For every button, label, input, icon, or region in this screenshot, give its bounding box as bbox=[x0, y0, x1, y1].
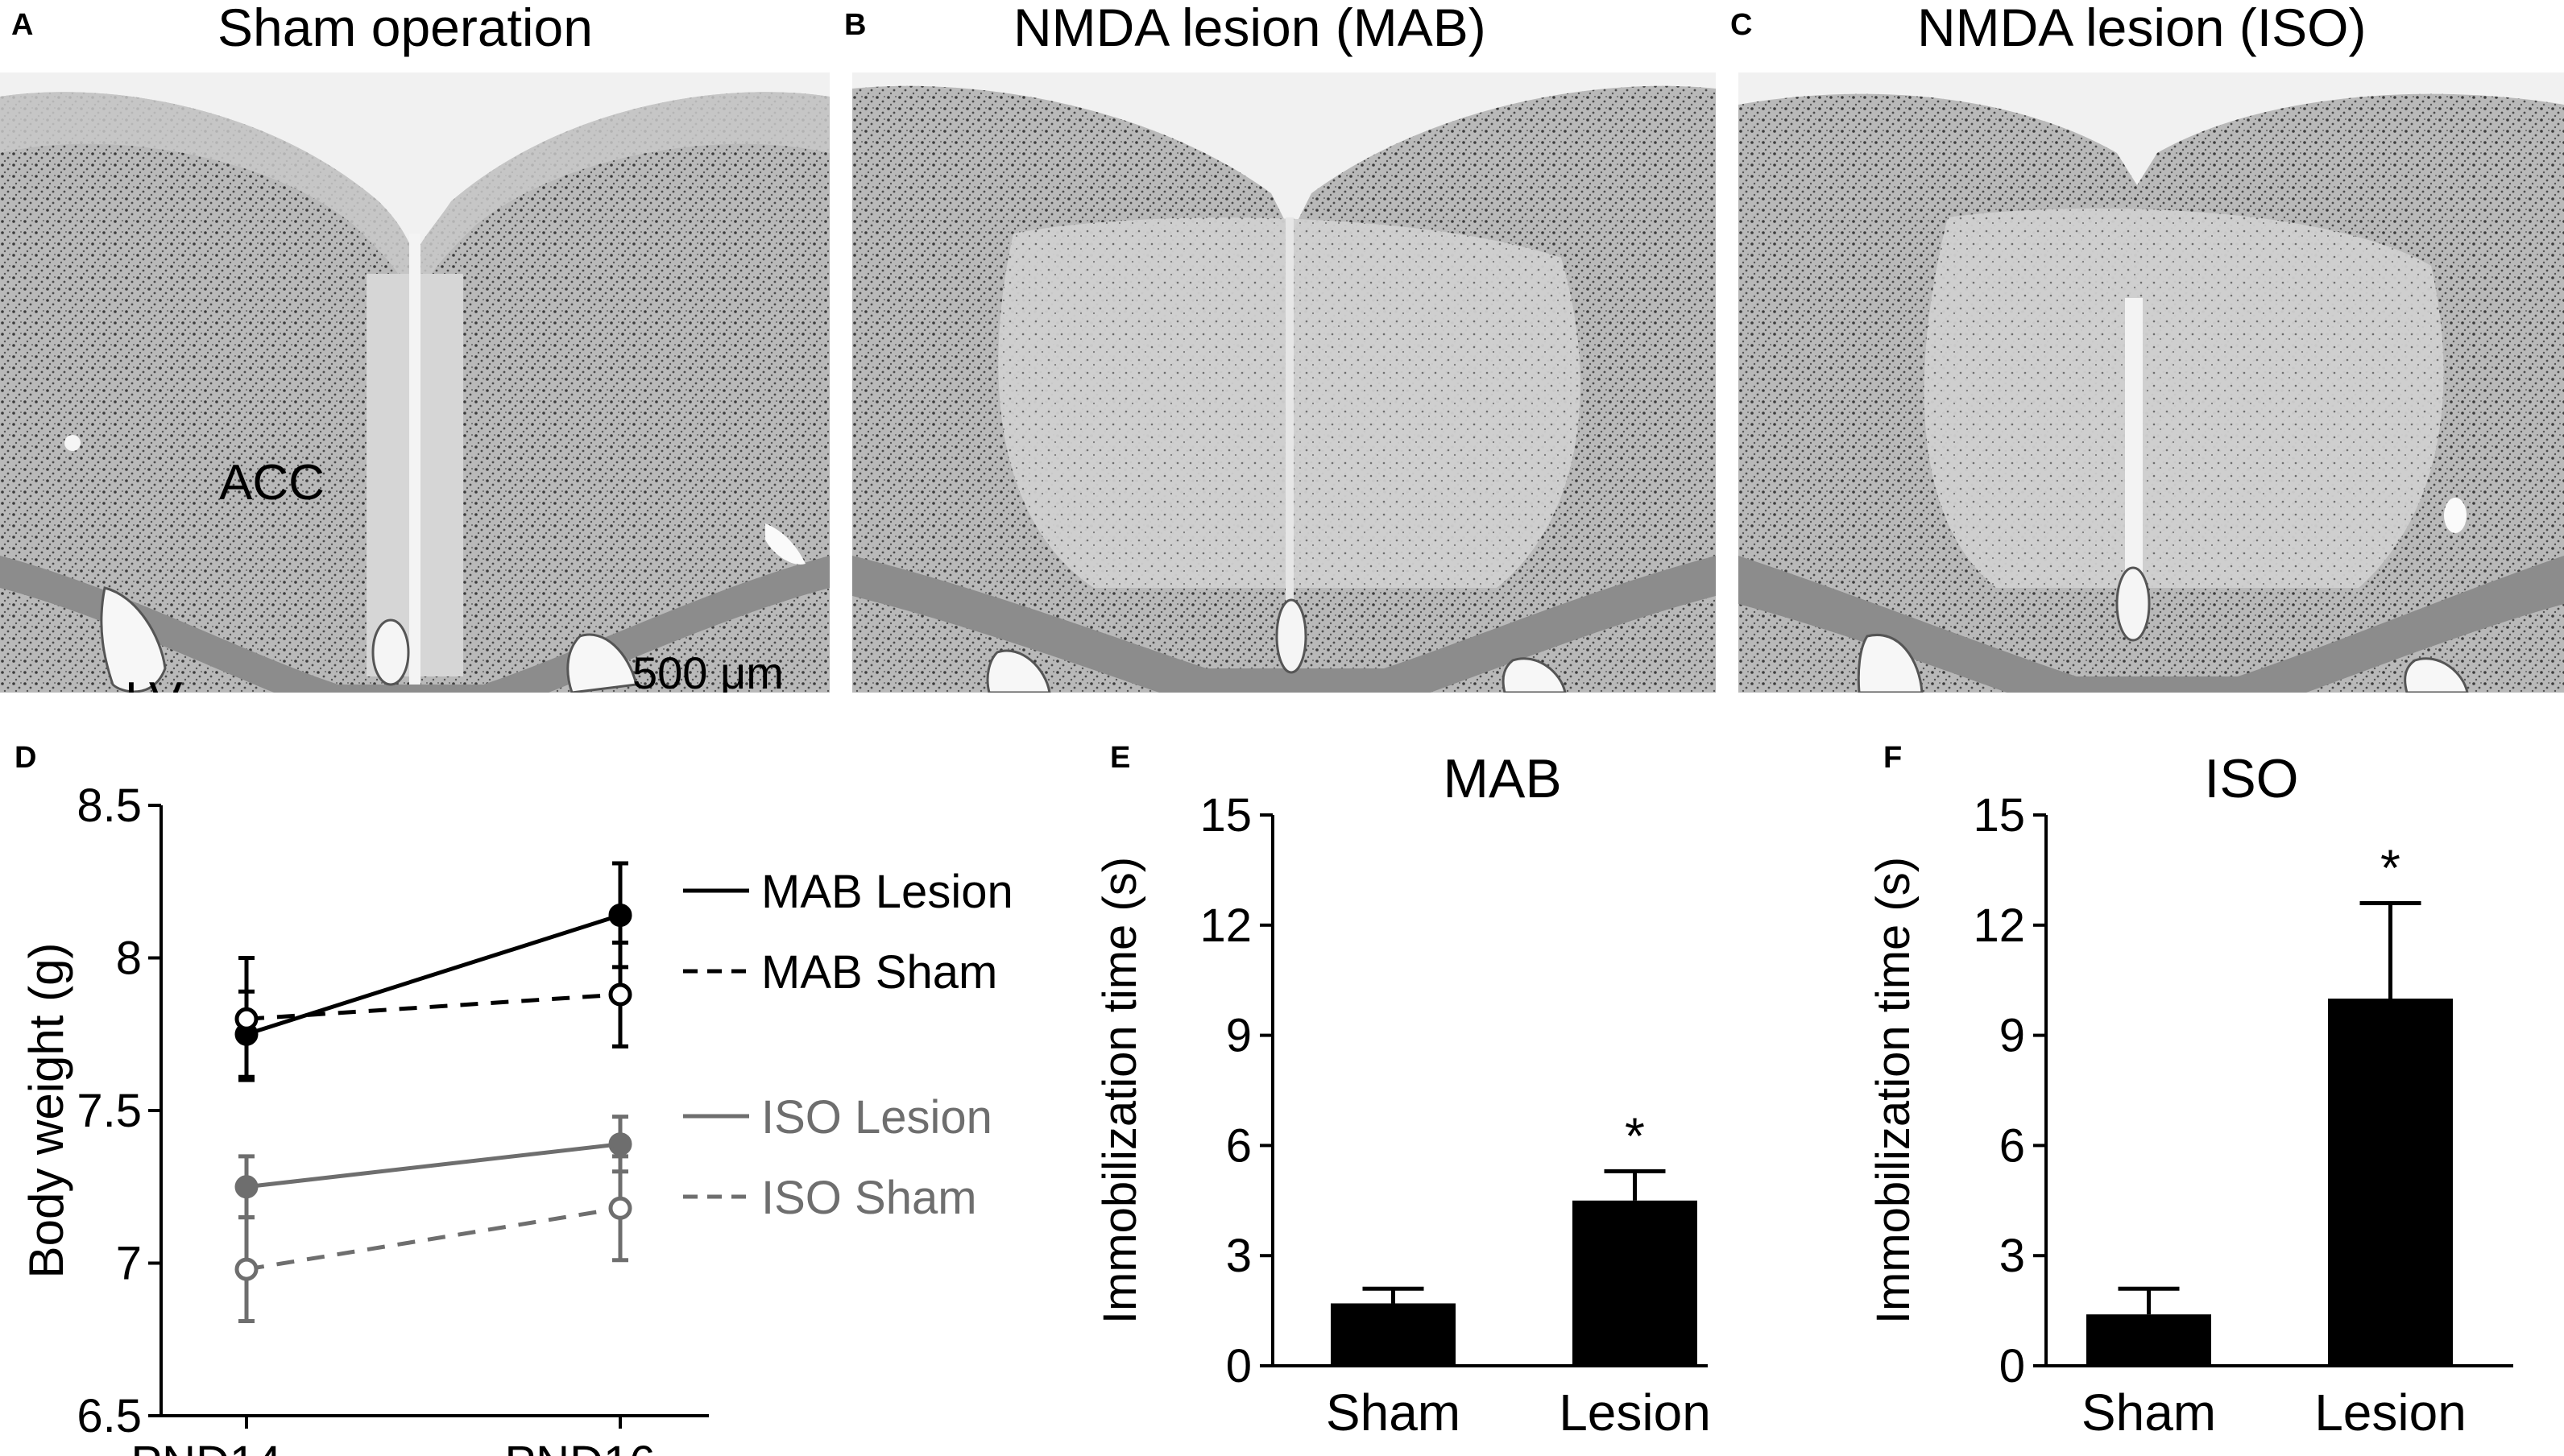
series-iso-lesion: ISO Lesion bbox=[234, 1091, 992, 1220]
label-lv: LV bbox=[125, 672, 183, 693]
bar-lesion bbox=[2328, 999, 2453, 1366]
x-tick-label: Lesion bbox=[1559, 1384, 1711, 1442]
micrograph-a: ACC LV cc 500 μm bbox=[0, 72, 830, 693]
data-point bbox=[608, 903, 632, 927]
bar-lesion bbox=[1572, 1200, 1697, 1366]
y-tick-label: 8 bbox=[116, 933, 142, 985]
x-tick-label: Sham bbox=[2081, 1384, 2216, 1442]
micrograph-b bbox=[852, 72, 1716, 693]
micrograph-c bbox=[1738, 72, 2564, 693]
panel-letter-a: A bbox=[11, 8, 34, 42]
chart-immobilization-mab: 0 3 6 9 12 15 MAB Immobilization time (s) Sham Le… bbox=[1094, 748, 1711, 1442]
y-tick-label: 6.5 bbox=[77, 1390, 142, 1442]
y-axis-label: Body weight (g) bbox=[19, 943, 73, 1279]
y-tick-label: 15 bbox=[1973, 789, 2025, 842]
panel-letter-f: F bbox=[1883, 741, 1903, 775]
series-mab-sham: MAB Sham bbox=[234, 941, 997, 1082]
chart-title: ISO bbox=[2204, 748, 2298, 809]
panel-letter-e: E bbox=[1110, 741, 1131, 775]
series-line bbox=[246, 1206, 621, 1272]
chart-body-weight: 6.5 7 7.5 8 8.5 PND14 PND16 Body weight (g) MAB … bbox=[19, 780, 1013, 1456]
panel-title-c: NMDA lesion (ISO) bbox=[1917, 0, 2367, 57]
x-tick-label: Sham bbox=[1326, 1384, 1460, 1442]
y-tick-label: 7 bbox=[116, 1238, 142, 1290]
panel-title-b: NMDA lesion (MAB) bbox=[1013, 0, 1486, 57]
label-cc: cc bbox=[338, 685, 385, 693]
y-tick-label: 15 bbox=[1199, 789, 1252, 842]
y-tick-label: 9 bbox=[1226, 1010, 1252, 1062]
bar-sham bbox=[1331, 1303, 1456, 1366]
y-axis-label: Immobilization time (s) bbox=[1094, 857, 1146, 1324]
legend-label: ISO Lesion bbox=[761, 1091, 992, 1144]
chart-immobilization-iso: 0 3 6 9 12 15 ISO Immobilization time (s) Sham Le… bbox=[1867, 748, 2513, 1442]
data-point bbox=[234, 1175, 259, 1199]
data-point bbox=[234, 1007, 259, 1031]
panel-title-a: Sham operation bbox=[217, 0, 593, 57]
chart-title: MAB bbox=[1443, 748, 1561, 809]
y-tick-label: 12 bbox=[1973, 900, 2025, 952]
y-tick-label: 6 bbox=[1226, 1119, 1252, 1172]
data-point bbox=[608, 1196, 632, 1220]
panel-letter-c: C bbox=[1730, 8, 1753, 42]
significance-marker: * bbox=[1625, 1106, 1645, 1164]
series-line bbox=[246, 1142, 621, 1189]
y-tick-label: 12 bbox=[1199, 900, 1252, 952]
y-tick-label: 9 bbox=[1999, 1010, 2025, 1062]
label-acc: ACC bbox=[219, 455, 325, 511]
panel-letter-d: D bbox=[14, 741, 37, 775]
series-iso-sham: ISO Sham bbox=[234, 1154, 977, 1324]
data-point bbox=[608, 982, 632, 1007]
bar-sham bbox=[2086, 1314, 2211, 1366]
y-tick-label: 3 bbox=[1226, 1230, 1252, 1282]
data-point bbox=[234, 1257, 259, 1281]
y-tick-label: 8.5 bbox=[77, 780, 142, 832]
data-point bbox=[608, 1132, 632, 1156]
legend-label: MAB Lesion bbox=[761, 866, 1013, 918]
y-tick-label: 0 bbox=[1226, 1340, 1252, 1392]
x-tick-label: PND14 bbox=[131, 1437, 282, 1456]
y-tick-label: 0 bbox=[1999, 1340, 2025, 1392]
y-tick-label: 3 bbox=[1999, 1230, 2025, 1282]
series-line bbox=[246, 992, 621, 1021]
significance-marker: * bbox=[2380, 838, 2400, 896]
y-tick-label: 7.5 bbox=[77, 1085, 142, 1137]
legend-label: MAB Sham bbox=[761, 946, 997, 999]
legend-label: ISO Sham bbox=[761, 1172, 977, 1224]
y-axis-label: Immobilization time (s) bbox=[1867, 857, 1920, 1324]
series-line bbox=[246, 913, 621, 1036]
x-tick-label: Lesion bbox=[2314, 1384, 2467, 1442]
panel-letter-b: B bbox=[844, 8, 867, 42]
y-tick-label: 6 bbox=[1999, 1119, 2025, 1172]
x-tick-label: PND16 bbox=[505, 1437, 656, 1456]
scalebar-label: 500 μm bbox=[632, 647, 784, 693]
